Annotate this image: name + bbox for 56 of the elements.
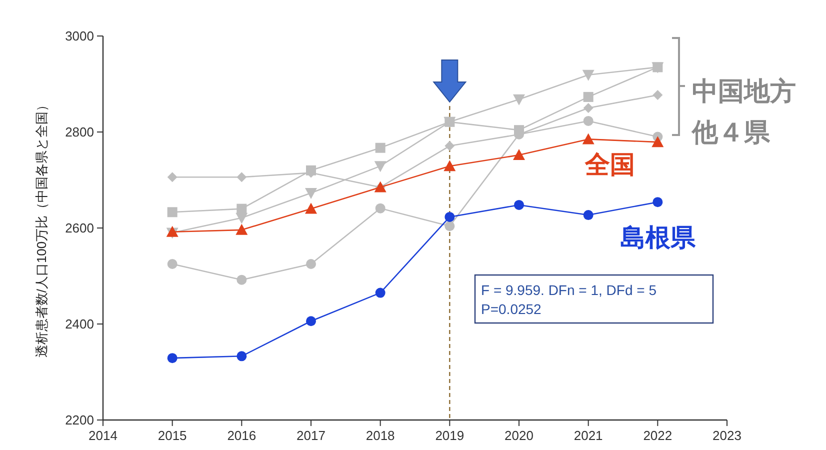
point — [652, 136, 664, 148]
annotation: P=0.0252 — [481, 301, 542, 317]
y-tick-label: 2400 — [65, 316, 94, 332]
y-tick-label: 3000 — [65, 28, 94, 44]
y-tick-label: 2800 — [65, 124, 94, 140]
series-label: 島根県 — [620, 224, 696, 252]
x-tick-label: 2017 — [296, 428, 326, 443]
x-tick-label: 2015 — [158, 428, 187, 443]
y-axis-title: 透析患者数/人口100万比（中国各県と全国） — [34, 98, 49, 358]
point — [305, 202, 317, 214]
annotation: 中国地方 — [692, 76, 796, 106]
x-tick-label: 2020 — [504, 428, 534, 443]
annotation: F = 9.959. DFn = 1, DFd = 5 — [481, 282, 657, 298]
point — [375, 203, 386, 214]
y-tick-label: 2600 — [65, 220, 94, 236]
point — [167, 259, 178, 269]
point — [652, 90, 663, 100]
point — [444, 212, 455, 222]
point — [236, 204, 247, 214]
point — [444, 160, 456, 172]
point — [236, 172, 247, 182]
point — [513, 149, 525, 160]
point — [305, 188, 317, 199]
x-tick-label: 2018 — [366, 428, 395, 443]
point — [306, 316, 316, 326]
x-tick-label: 2023 — [712, 428, 742, 443]
point — [583, 92, 594, 102]
point — [236, 212, 248, 224]
point — [444, 221, 455, 232]
point — [374, 161, 386, 172]
x-tick-label: 2019 — [435, 428, 464, 443]
point — [236, 224, 248, 235]
point — [167, 353, 178, 364]
point — [582, 70, 594, 81]
point — [583, 103, 594, 113]
x-tick-label: 2021 — [574, 428, 603, 443]
point — [375, 288, 386, 298]
point — [513, 94, 525, 106]
point — [652, 197, 663, 208]
x-tick-label: 2014 — [88, 428, 118, 443]
point — [236, 351, 247, 362]
x-tick-label: 2022 — [643, 428, 672, 443]
point — [514, 200, 524, 210]
point — [582, 133, 594, 144]
point — [167, 207, 178, 218]
point — [444, 140, 455, 151]
x-tick-label: 2016 — [227, 428, 256, 443]
point — [167, 172, 178, 182]
point — [236, 274, 247, 285]
annotation: 他４県 — [691, 117, 771, 147]
point — [583, 116, 594, 126]
y-tick-label: 2200 — [65, 412, 94, 428]
series-label: 全国 — [584, 151, 635, 179]
point — [583, 210, 594, 220]
point — [375, 142, 386, 153]
point — [306, 259, 316, 269]
